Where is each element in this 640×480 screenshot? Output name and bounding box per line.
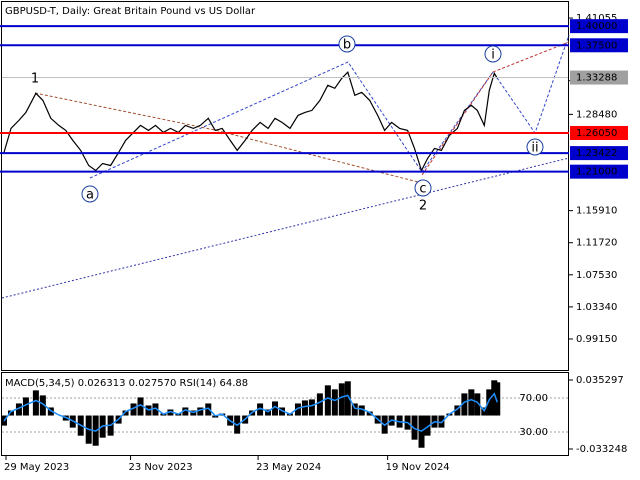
- macd-bar: [461, 393, 468, 416]
- wave-circle: [526, 138, 544, 156]
- macd-bar: [265, 409, 272, 416]
- macd-bar: [272, 401, 279, 416]
- y2-tick-label: 30.00: [519, 427, 548, 438]
- macd-bar: [344, 381, 351, 416]
- wave-label: a: [86, 188, 94, 203]
- level-label: 1.40000: [576, 21, 617, 32]
- level-label: 1.26050: [576, 128, 617, 139]
- macd-bar: [167, 409, 174, 416]
- wave-label: b: [343, 38, 351, 53]
- wave-circle: [338, 35, 356, 53]
- wave-guide: [89, 34, 570, 179]
- y-tick-label: 1.07530: [576, 270, 617, 281]
- macd-bar: [454, 405, 461, 416]
- y-tick-label: 1.15910: [576, 206, 617, 217]
- level-label-box: [570, 164, 628, 179]
- macd-bar: [474, 393, 481, 416]
- price-label-box: [570, 70, 628, 85]
- x-tick-label: 23 Nov 2023: [129, 462, 193, 473]
- trend-line: [1, 157, 570, 299]
- macd-bar: [257, 403, 264, 416]
- macd-bar: [351, 403, 358, 416]
- wave-label: c: [419, 182, 426, 197]
- macd-bar: [308, 399, 315, 416]
- macd-bar: [32, 390, 39, 416]
- y-tick-label: 0.99150: [576, 334, 617, 345]
- macd-bar: [7, 410, 14, 416]
- sub-frame: [1, 372, 569, 456]
- macd-bar: [331, 389, 338, 416]
- current-price-label: 1.33288: [576, 73, 617, 84]
- macd-bar: [197, 407, 204, 416]
- macd-bar: [468, 389, 475, 416]
- macd-bar: [494, 382, 501, 416]
- level-label-box: [570, 125, 628, 140]
- wave-guide: [34, 92, 423, 184]
- level-label-box: [570, 38, 628, 53]
- indicator-title: MACD(5,34,5) 0.026313 0.027570 RSI(14) 6…: [5, 378, 248, 389]
- y-tick-label: 1.41055: [576, 13, 617, 24]
- wave-label: 2: [419, 199, 427, 214]
- wave-label: i: [491, 48, 495, 63]
- y-tick-label: 1.28480: [576, 109, 617, 120]
- macd-bar: [338, 383, 345, 416]
- wave-label: 1: [31, 72, 39, 87]
- macd-bar: [205, 403, 212, 416]
- level-label: 1.21000: [576, 167, 617, 178]
- wave-circle: [484, 45, 502, 63]
- macd-bar: [122, 410, 129, 416]
- macd-bar: [15, 403, 22, 416]
- y-tick-label: 0.035297: [576, 375, 624, 386]
- macd-bar: [358, 405, 365, 416]
- y2-tick-label: 70.00: [519, 393, 548, 404]
- macd-bar: [411, 415, 418, 440]
- macd-bar: [301, 400, 308, 416]
- wave-label: ii: [531, 141, 538, 156]
- macd-bar: [39, 395, 46, 416]
- main-frame: [1, 1, 569, 371]
- macd-bar: [294, 403, 301, 416]
- macd-bar: [424, 415, 431, 436]
- y-tick-label: -0.033248: [576, 444, 627, 455]
- macd-bar: [324, 385, 331, 416]
- macd-bar: [137, 397, 144, 416]
- macd-bar: [152, 403, 159, 416]
- x-tick-label: 29 May 2023: [4, 462, 69, 473]
- macd-bar: [130, 403, 137, 416]
- macd-bar: [182, 407, 189, 416]
- wave-circle: [414, 179, 432, 197]
- wave-guide: [421, 41, 570, 176]
- y-tick-label: 1.03340: [576, 302, 617, 313]
- macd-bar: [366, 411, 373, 416]
- macd-bar: [316, 393, 323, 416]
- macd-bar: [22, 397, 29, 416]
- level-label: 1.37500: [576, 40, 617, 51]
- wave-circle: [81, 185, 99, 203]
- level-label: 1.23422: [576, 148, 617, 159]
- price-line: [3, 71, 498, 173]
- level-label-box: [570, 19, 628, 34]
- x-tick-label: 19 Nov 2024: [386, 462, 450, 473]
- x-tick-label: 23 May 2024: [256, 462, 321, 473]
- rsi-line: [3, 392, 499, 432]
- level-label-box: [570, 146, 628, 161]
- y-tick-label: 1.11720: [576, 238, 617, 249]
- macd-bar: [486, 389, 493, 416]
- chart-title: GBPUSD-T, Daily: Great Britain Pound vs …: [5, 6, 256, 17]
